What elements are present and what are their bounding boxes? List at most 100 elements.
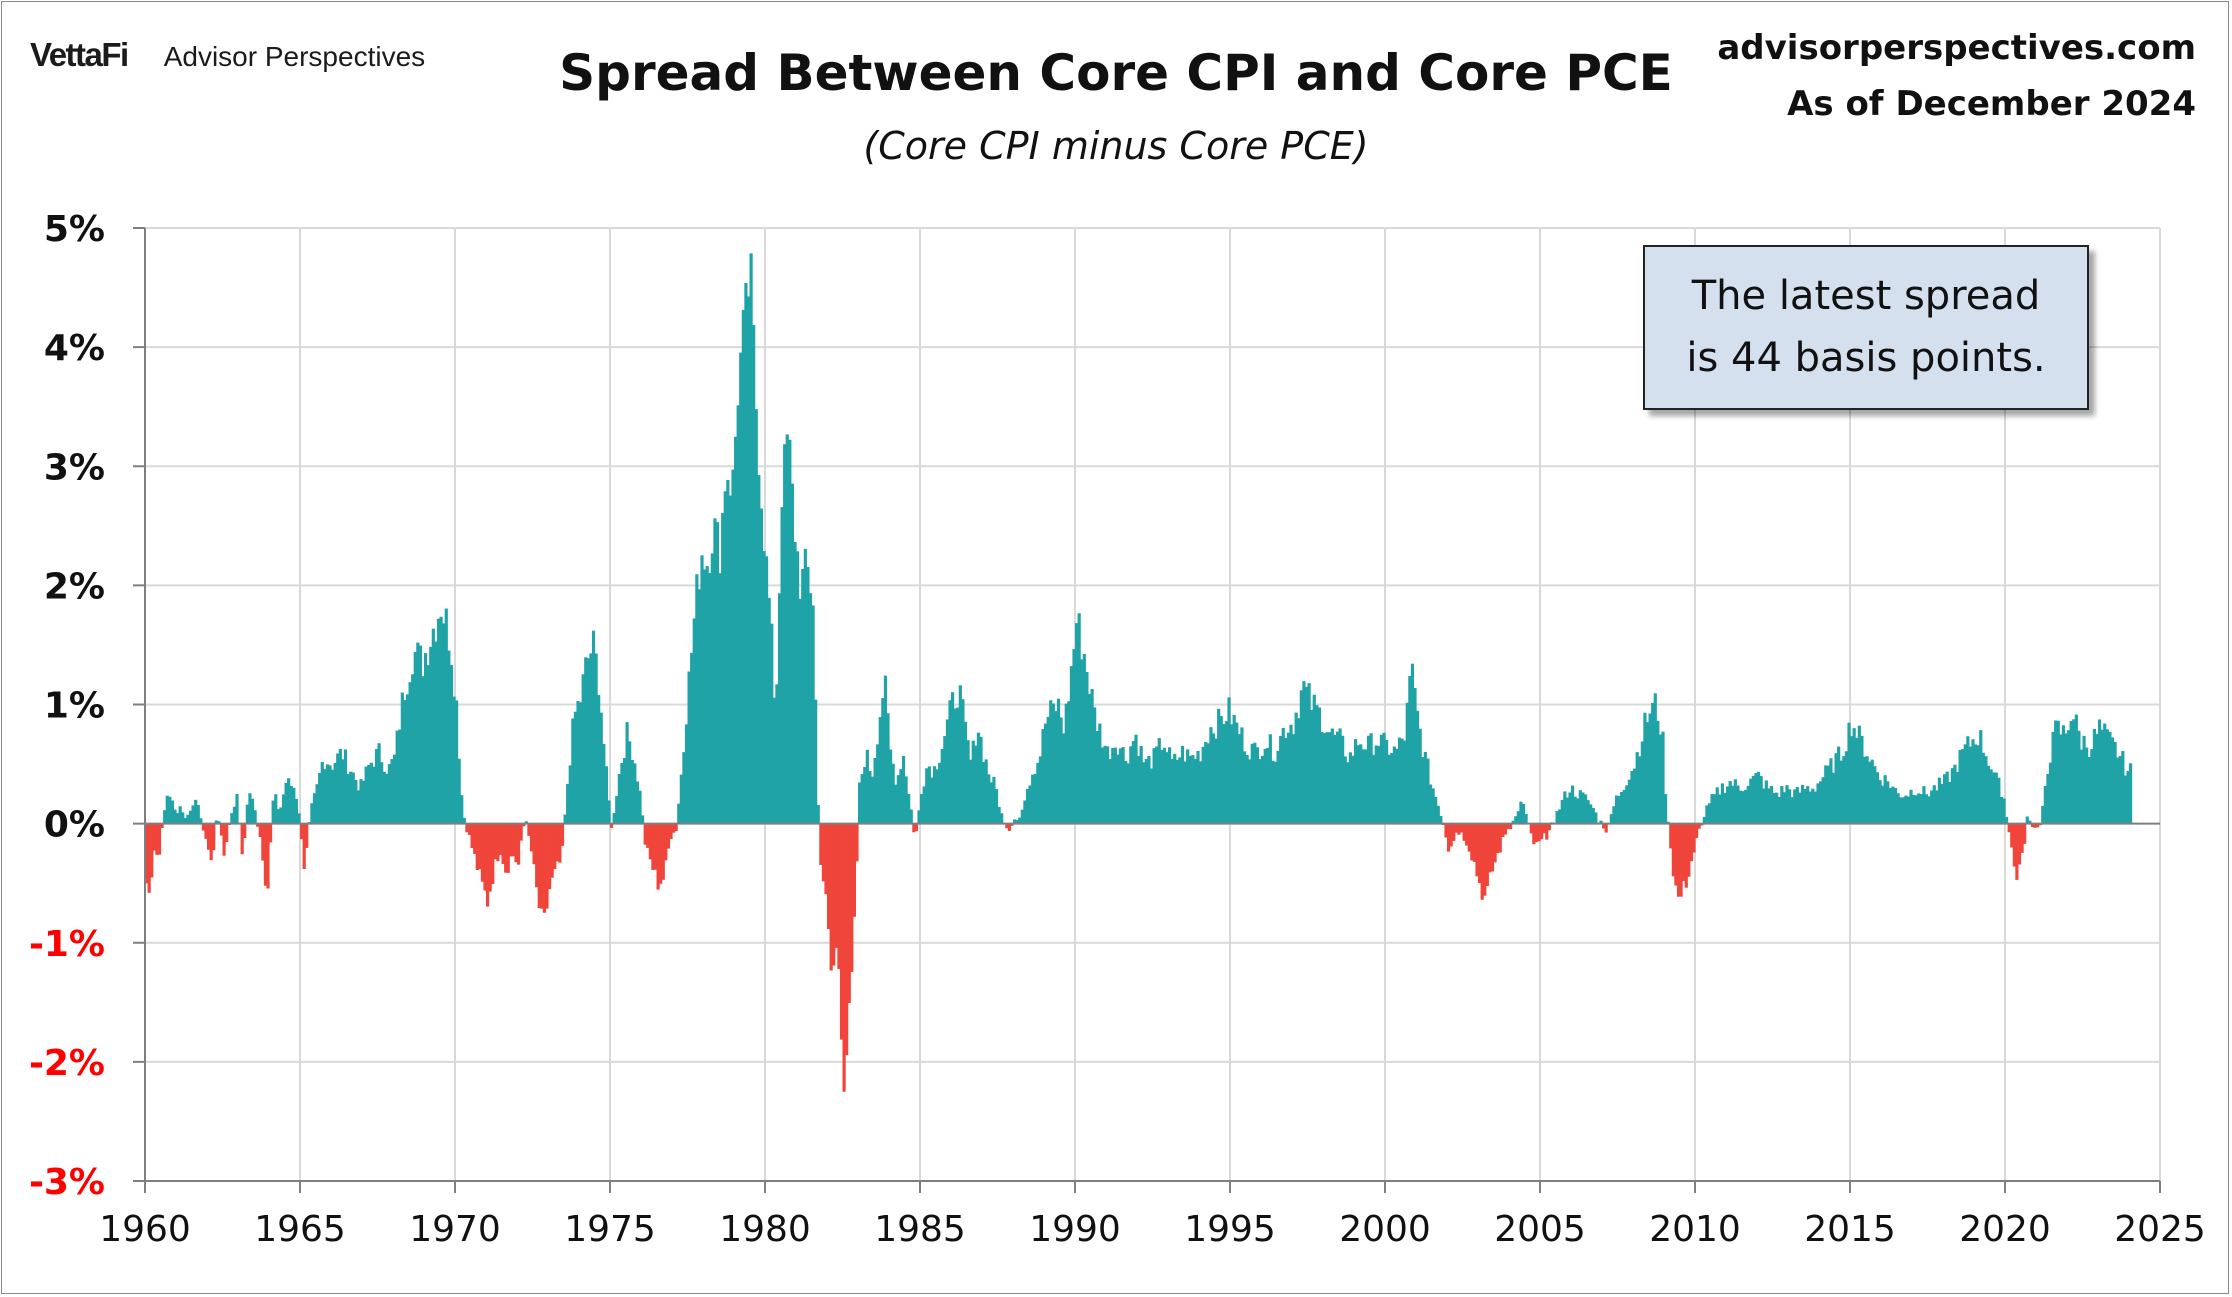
spread-bar — [1077, 613, 1081, 824]
spread-bar — [1893, 788, 1898, 824]
spread-bar — [821, 823, 826, 882]
spread-bar — [728, 495, 733, 824]
spread-bar — [431, 628, 435, 824]
spread-bar — [545, 823, 549, 909]
spread-bar — [850, 823, 854, 972]
spread-bar — [2095, 733, 2099, 824]
spread-bar — [1341, 735, 1345, 824]
spread-bar — [894, 784, 898, 824]
spread-bar — [1465, 823, 1469, 846]
spread-bar — [1878, 780, 1882, 824]
spread-bar — [1273, 761, 1278, 824]
spread-bar — [1191, 755, 1195, 824]
spread-bar — [1521, 803, 1526, 824]
spread-bar — [540, 823, 544, 909]
spread-bar — [312, 793, 317, 824]
spread-bar — [2118, 755, 2122, 824]
spread-bar — [1746, 785, 1750, 824]
spread-bar — [1697, 823, 1701, 829]
spread-bar — [638, 790, 642, 824]
spread-bar — [1397, 737, 1402, 824]
spread-bar — [1534, 823, 1539, 842]
spread-bar — [1356, 745, 1360, 824]
x-tick-label: 1960 — [99, 1209, 191, 1250]
spread-bar — [746, 296, 751, 824]
spread-bar — [1392, 746, 1396, 824]
spread-bar — [1862, 756, 1867, 824]
spread-bar — [1454, 823, 1458, 833]
spread-bar — [217, 821, 221, 824]
spread-bar — [1382, 732, 1386, 824]
spread-bar — [1886, 781, 1890, 824]
spread-bar — [214, 820, 218, 824]
spread-bar — [2105, 729, 2109, 824]
spread-bar — [1865, 756, 1869, 824]
spread-bar — [1924, 794, 1929, 824]
spread-bar — [715, 522, 720, 824]
spread-bar — [1749, 778, 1753, 824]
spread-bar — [2017, 823, 2022, 865]
spread-bar — [387, 764, 392, 824]
spread-bar — [839, 823, 844, 1040]
spread-bar — [1868, 761, 1872, 824]
spread-bar — [793, 541, 797, 824]
spread-bar — [1292, 734, 1296, 824]
spread-bar — [1568, 792, 1572, 824]
spread-bar — [1010, 823, 1014, 826]
spread-bar — [1085, 672, 1089, 824]
spread-bar — [1687, 823, 1691, 877]
spread-bar — [901, 756, 906, 824]
spread-bar — [1927, 796, 1931, 824]
spread-bar — [721, 513, 725, 824]
spread-bar — [362, 780, 366, 824]
y-tick-label: 5% — [44, 209, 105, 250]
spread-bar — [163, 810, 167, 824]
spread-bar — [1046, 716, 1050, 824]
spread-bar — [1403, 740, 1407, 824]
spread-bar — [2082, 736, 2086, 824]
spread-bar — [1366, 735, 1371, 824]
spread-bar — [2103, 723, 2107, 824]
spread-bar — [1250, 743, 1254, 824]
spread-bar — [576, 701, 580, 824]
spread-bar — [1227, 697, 1231, 824]
y-tick-label: 1% — [44, 686, 105, 727]
spread-bar — [1348, 752, 1353, 824]
spread-bar — [1248, 759, 1252, 824]
as-of-date: As of December 2024 — [1787, 84, 2196, 124]
spread-bar — [767, 597, 771, 824]
spread-bar — [589, 653, 593, 824]
spread-bar — [225, 823, 229, 843]
spread-bar — [199, 818, 203, 824]
spread-bar — [762, 551, 766, 824]
spread-bar — [1496, 823, 1500, 854]
spread-bar — [377, 743, 381, 824]
spread-bar — [868, 771, 872, 824]
spread-bar — [920, 793, 924, 824]
bar-series — [145, 253, 2133, 1092]
spread-bar — [1289, 724, 1293, 824]
spread-bar — [338, 748, 342, 824]
spread-bar — [796, 551, 800, 824]
spread-bar — [1519, 801, 1523, 824]
spread-bar — [318, 773, 322, 824]
spread-bar — [263, 823, 268, 886]
spread-bar — [1080, 659, 1084, 824]
spread-bar — [1103, 745, 1107, 824]
spread-bar — [1943, 774, 1947, 824]
spread-bar — [204, 823, 208, 839]
spread-bar — [1069, 666, 1074, 824]
spread-bar — [147, 823, 151, 893]
spread-bar — [374, 749, 379, 824]
spread-bar — [1930, 790, 1934, 824]
spread-bar — [398, 729, 402, 824]
spread-bar — [1299, 690, 1303, 824]
spread-bar — [421, 676, 425, 824]
spread-bar — [1351, 755, 1355, 824]
spread-bar — [1485, 823, 1489, 887]
spread-bar — [1431, 788, 1435, 824]
spread-bar — [1503, 823, 1508, 835]
spread-bar — [1852, 728, 1856, 824]
spread-bar — [808, 593, 813, 824]
spread-bar — [1671, 823, 1675, 877]
